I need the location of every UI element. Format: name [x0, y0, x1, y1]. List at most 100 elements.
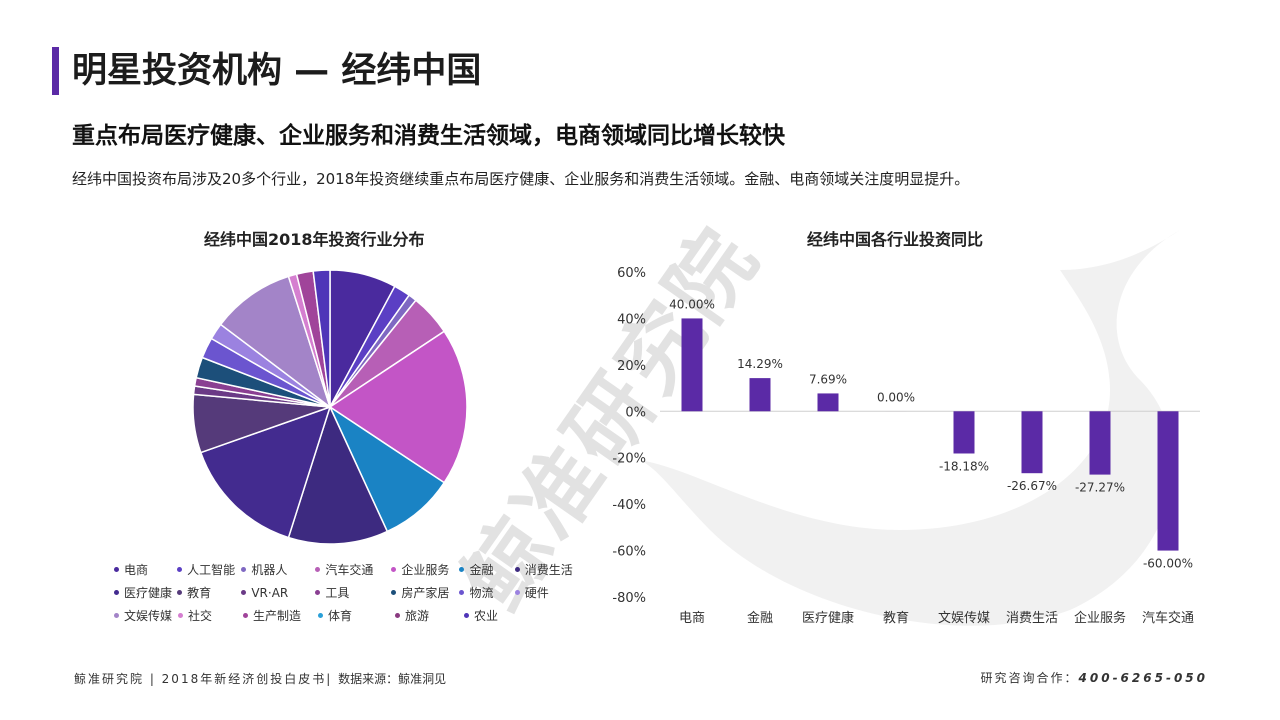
bar-7	[1157, 411, 1179, 551]
page-description: 经纬中国投资布局涉及20多个行业，2018年投资继续重点布局医疗健康、企业服务和…	[72, 170, 970, 188]
x-tick-label: 消费生活	[1006, 611, 1058, 626]
legend-label: 汽车交通	[325, 563, 374, 577]
legend-swatch	[178, 613, 183, 618]
x-tick-label: 汽车交通	[1142, 610, 1194, 626]
legend-item: 工具	[315, 584, 391, 601]
legend-swatch	[114, 590, 119, 595]
y-tick-label: -40%	[612, 498, 646, 513]
legend-item: 硬件	[514, 584, 574, 601]
x-tick-label: 企业服务	[1074, 610, 1126, 626]
legend-swatch	[391, 567, 397, 572]
legend-label: 农业	[474, 609, 499, 623]
legend-item: 金融	[459, 561, 514, 578]
legend-swatch	[395, 613, 400, 618]
legend-swatch	[241, 567, 247, 572]
bar-6	[1089, 411, 1111, 475]
legend-swatch	[114, 613, 119, 618]
pie-slice-7	[199, 405, 332, 539]
legend-label: 旅游	[405, 609, 430, 623]
legend-swatch	[514, 567, 520, 572]
y-tick-label: 60%	[617, 266, 646, 281]
legend-label: 医疗健康	[124, 586, 173, 600]
legend-label: 机器人	[251, 563, 288, 577]
legend-swatch	[243, 613, 248, 618]
legend-item: 教育	[177, 584, 241, 601]
pie-chart-title: 经纬中国2018年投资行业分布	[204, 230, 425, 249]
footer-source: 数据来源：鲸准洞见	[338, 672, 447, 686]
legend-item: 机器人	[241, 561, 315, 578]
legend-label: 硬件	[524, 586, 549, 600]
legend-swatch	[318, 613, 323, 618]
pie-chart	[192, 269, 468, 545]
legend-swatch	[464, 613, 469, 618]
legend-swatch	[514, 590, 520, 595]
legend-label: 企业服务	[401, 563, 450, 577]
legend-item: 医疗健康	[114, 584, 177, 601]
legend-item: 房产家居	[391, 584, 459, 601]
legend-item: 旅游	[395, 607, 464, 624]
y-tick-label: 0%	[625, 405, 646, 420]
bar-data-label: -60.00%	[1143, 557, 1193, 571]
legend-item: 消费生活	[514, 561, 574, 578]
legend-row: 文娱传媒 社交 生产制造 体育 旅游 农业	[114, 604, 574, 627]
legend-swatch	[114, 567, 119, 572]
bar-data-label: 7.69%	[809, 372, 847, 386]
y-tick-label: -20%	[612, 452, 646, 467]
y-tick-label: -60%	[612, 545, 646, 560]
legend-swatch	[177, 590, 183, 595]
page-title: 明星投资机构 — 经纬中国	[72, 51, 482, 91]
legend-item: 物流	[459, 584, 514, 601]
legend-swatch	[177, 567, 183, 572]
legend-swatch	[241, 590, 247, 595]
legend-item: 社交	[178, 607, 243, 624]
legend-label: 消费生活	[524, 563, 573, 577]
legend-label: 社交	[188, 609, 213, 623]
title-accent-bar	[52, 47, 59, 95]
pie-slice-19	[312, 269, 331, 408]
footer-left: 鲸准研究院 | 2018年新经济创投白皮书| 数据来源：鲸准洞见	[74, 670, 446, 687]
legend-label: 人工智能	[187, 563, 236, 577]
legend-item: 农业	[464, 607, 520, 624]
legend-label: 工具	[325, 586, 350, 600]
y-tick-label: -80%	[612, 591, 646, 606]
legend-item: 人工智能	[177, 561, 241, 578]
legend-label: 物流	[469, 586, 494, 600]
legend-swatch	[315, 567, 321, 572]
legend-row: 电商 人工智能 机器人 汽车交通 企业服务 金融 消费生活	[114, 558, 574, 581]
x-tick-label: 医疗健康	[802, 610, 854, 626]
pie-slice-14	[219, 275, 332, 410]
footer-contact: 研究咨询合作：400-6265-050	[981, 669, 1208, 686]
pie-slice-4	[328, 330, 468, 484]
legend-label: 金融	[469, 563, 494, 577]
legend-item: 体育	[318, 607, 395, 624]
legend-item: 企业服务	[391, 561, 459, 578]
legend-swatch	[391, 590, 397, 595]
x-tick-label: 教育	[883, 610, 909, 626]
bar-4	[953, 411, 975, 454]
pie-legend: 电商 人工智能 机器人 汽车交通 企业服务 金融 消费生活医疗健康 教育 VR·AR 工具 房产家居…	[114, 558, 574, 627]
bar-2	[817, 393, 839, 412]
legend-swatch	[459, 567, 465, 572]
legend-label: 体育	[328, 609, 353, 623]
bar-data-label: 0.00%	[877, 390, 915, 404]
legend-item: 电商	[114, 561, 177, 578]
bar-chart: 60% 40% 20% 0% -20% -40% -60% -80% 40.00% 电商 14.29…	[612, 266, 1200, 626]
legend-label: 电商	[124, 563, 149, 577]
bar-chart-title: 经纬中国各行业投资同比	[807, 230, 984, 249]
y-tick-label: 40%	[617, 312, 646, 327]
bar-data-label: -18.18%	[939, 459, 989, 473]
bar-1	[749, 378, 771, 412]
bar-data-label: 40.00%	[669, 297, 715, 311]
bar-data-label: -26.67%	[1007, 479, 1057, 493]
x-tick-label: 电商	[679, 611, 705, 626]
legend-row: 医疗健康 教育 VR·AR 工具 房产家居 物流 硬件	[114, 581, 574, 604]
bar-5	[1021, 411, 1043, 474]
legend-swatch	[315, 590, 321, 595]
x-tick-label: 金融	[747, 610, 773, 626]
legend-label: VR·AR	[251, 585, 289, 600]
legend-label: 房产家居	[401, 586, 450, 600]
legend-item: VR·AR	[241, 586, 315, 600]
legend-label: 教育	[187, 586, 212, 600]
bar-data-label: -27.27%	[1075, 481, 1125, 495]
legend-item: 生产制造	[243, 607, 318, 624]
